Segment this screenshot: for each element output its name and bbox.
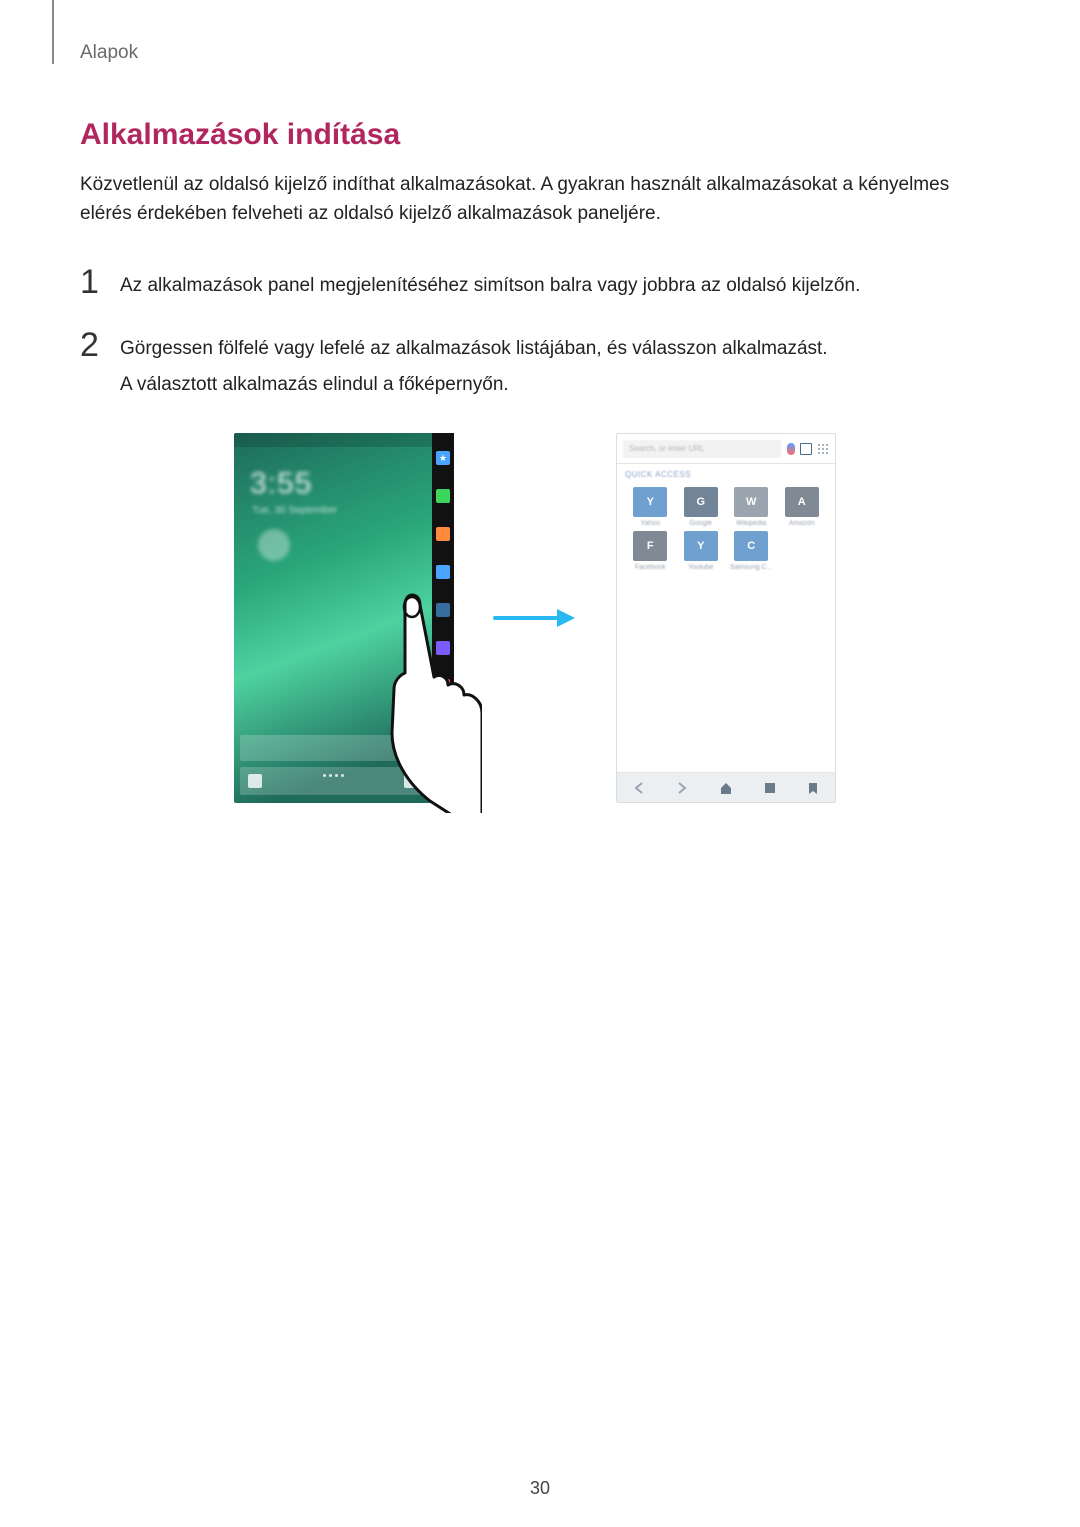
mic-icon	[787, 443, 795, 455]
step-1: 1 Az alkalmazások panel megjelenítéséhez…	[80, 265, 990, 306]
quick-access-label: Quick Access	[617, 464, 835, 481]
search-bar	[240, 735, 426, 761]
quick-access-grid: Y Yahoo G Google W Wikipedia A Amazon F Facebook Y…	[617, 481, 835, 577]
quick-access-tile: W	[734, 487, 768, 517]
quick-access-caption: Facebook	[635, 564, 666, 571]
edge-panel: ★	[432, 433, 454, 803]
quick-access-item: A Amazon	[779, 487, 826, 527]
browser-bottom-bar	[617, 772, 835, 802]
more-icon	[817, 443, 829, 455]
quick-access-item: Y Yahoo	[627, 487, 674, 527]
step-text: Görgessen fölfelé vagy lefelé az alkalma…	[120, 334, 828, 363]
edge-app-icon	[436, 603, 450, 617]
weather-icon	[258, 529, 290, 561]
quick-access-tile: F	[633, 531, 667, 561]
dock	[240, 767, 426, 795]
url-input: Search, or enter URL	[623, 440, 781, 458]
forward-icon	[675, 781, 689, 795]
page-number: 30	[530, 1478, 550, 1499]
quick-access-item: W Wikipedia	[728, 487, 775, 527]
figure: 3:55 Tue, 30 September ★	[80, 433, 990, 803]
quick-access-caption: Youtube	[688, 564, 713, 571]
page-content: Alapok Alkalmazások indítása Közvetlenül…	[0, 0, 1080, 803]
url-bar: Search, or enter URL	[617, 434, 835, 464]
edge-app-icon	[436, 641, 450, 655]
page-margin-rule	[52, 0, 54, 64]
quick-access-tile: C	[734, 531, 768, 561]
quick-access-caption: Amazon	[789, 520, 815, 527]
quick-access-tile: Y	[633, 487, 667, 517]
quick-access-item: G Google	[678, 487, 725, 527]
statusbar	[234, 433, 454, 447]
arrow-icon	[490, 606, 580, 630]
quick-access-tile: G	[684, 487, 718, 517]
quick-access-tile: A	[785, 487, 819, 517]
step-body: Görgessen fölfelé vagy lefelé az alkalma…	[120, 328, 828, 405]
step-text: Az alkalmazások panel megjelenítéséhez s…	[120, 271, 860, 300]
tabs-icon	[800, 443, 812, 455]
bookmarks-icon	[763, 781, 777, 795]
phone-home-screen: 3:55 Tue, 30 September ★	[234, 433, 454, 803]
phone-browser-screen: Search, or enter URL Quick Access Y Yahoo…	[616, 433, 836, 803]
quick-access-item: C Samsung C...	[728, 531, 775, 571]
quick-access-caption: Yahoo	[640, 520, 660, 527]
url-bar-icons	[787, 443, 829, 455]
step-number: 1	[80, 265, 104, 306]
edge-app-icon	[436, 489, 450, 503]
step-text: A választott alkalmazás elindul a főképe…	[120, 370, 828, 399]
saved-icon	[806, 781, 820, 795]
breadcrumb: Alapok	[80, 42, 990, 64]
page-title: Alkalmazások indítása	[80, 118, 990, 152]
edge-app-icon	[436, 679, 450, 693]
dock-indicator	[323, 774, 344, 788]
quick-access-caption: Google	[689, 520, 712, 527]
dock-phone-icon	[248, 774, 262, 788]
intro-paragraph: Közvetlenül az oldalsó kijelző indíthat …	[80, 170, 990, 229]
dock-apps-icon	[404, 774, 418, 788]
quick-access-item: F Facebook	[627, 531, 674, 571]
clock-text: 3:55	[250, 467, 312, 501]
date-text: Tue, 30 September	[252, 505, 337, 516]
quick-access-caption: Samsung C...	[730, 564, 772, 571]
step-number: 2	[80, 328, 104, 405]
quick-access-caption: Wikipedia	[736, 520, 766, 527]
home-icon	[719, 781, 733, 795]
edge-app-icon	[436, 565, 450, 579]
quick-access-item: Y Youtube	[678, 531, 725, 571]
edge-app-icon: ★	[436, 451, 450, 465]
back-icon	[632, 781, 646, 795]
quick-access-tile: Y	[684, 531, 718, 561]
edge-app-icon	[436, 527, 450, 541]
step-body: Az alkalmazások panel megjelenítéséhez s…	[120, 265, 860, 306]
step-2: 2 Görgessen fölfelé vagy lefelé az alkal…	[80, 328, 990, 405]
